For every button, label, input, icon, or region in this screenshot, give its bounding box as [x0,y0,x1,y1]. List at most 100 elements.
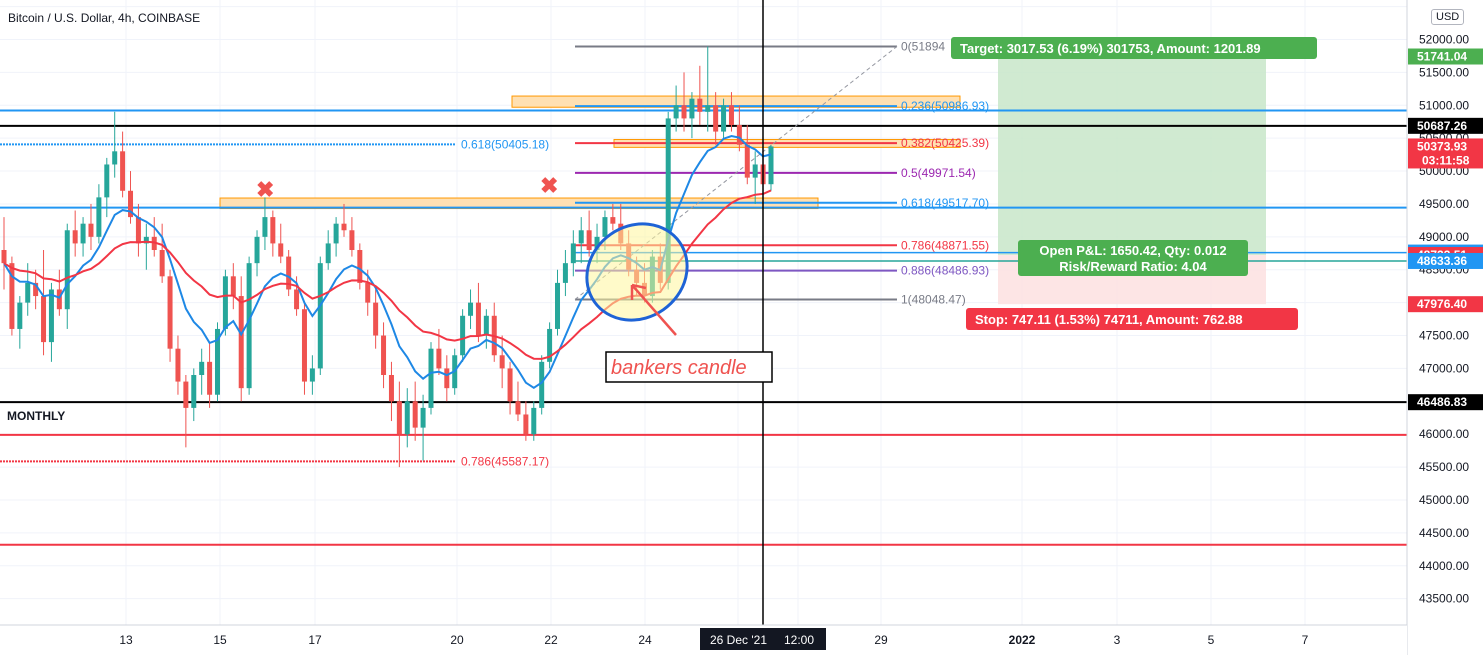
candle-body [578,230,584,244]
candle-body [373,302,379,336]
candle-body [341,223,347,231]
candle-body [689,98,695,119]
candle-body [17,302,23,329]
candle-body [570,243,576,264]
candle-body [721,105,727,132]
price-tick-label: 47500.00 [1419,329,1469,343]
bankers-candle-label: bankers candle [611,357,747,379]
candle-body [1,250,7,264]
candle-body [673,105,679,119]
candle-body [72,230,78,244]
price-tag-value: 50687.26 [1417,119,1467,133]
candle-body [412,401,418,428]
candle-body [56,289,62,310]
candle-body [191,375,197,408]
price-tag-value: 46486.83 [1417,395,1467,409]
highlight-ellipse [585,222,689,322]
candle-body [25,282,31,303]
candle-body [381,335,387,375]
price-tick-label: 49500.00 [1419,197,1469,211]
time-tick-label: 17 [308,633,322,647]
candle-body [48,289,54,343]
candle-body [475,302,481,336]
fib-label: 0.5(49971.54) [901,166,976,180]
candle-body [555,282,561,329]
candle-body [317,263,323,369]
time-axis[interactable]: 13 15 17 20 22 24 26 Dec '21 12:00 29 2022 3 5 7 [0,624,1407,655]
price-tag [1408,296,1483,313]
price-tag-countdown: 03:11:58 [1422,153,1470,167]
price-axis-bg [1407,0,1483,655]
candle-body [744,144,750,178]
price-tick-label: 44000.00 [1419,559,1469,573]
candle-body [143,236,149,244]
fib-label: 0.236(50986.93) [901,99,989,113]
candle-body [207,361,213,395]
fib-label: 0.382(50425.39) [901,136,989,150]
candle-body [88,223,94,237]
candle-body [483,315,489,336]
time-tick-label: 26 Dec '21 [710,633,767,647]
candle-body [436,348,442,369]
candle-body [96,197,102,237]
candle-body [752,164,758,178]
candle-body [768,146,774,185]
candle-body [736,125,742,145]
annotations: ✖ ✖ 0.618(50405.18) 0.786(45587.17) bankers … [256,0,1317,625]
candle-body [610,217,616,224]
candle-body [404,401,410,435]
candle-body [523,414,529,435]
candle-body [396,401,402,435]
candle-body [547,328,553,362]
candle-body [301,309,307,382]
candle-body [681,105,687,119]
candles [1,46,774,468]
candle-body [357,250,363,283]
candle-body [104,164,110,198]
currency-button[interactable]: USD [1431,9,1465,25]
candle-body [594,236,600,250]
price-tag [1408,252,1483,269]
side-fib-label: 0.786(45587.17) [461,454,549,468]
candle-body [444,368,450,389]
candle-body [499,355,505,369]
candle-body [562,263,568,283]
target-zone [998,56,1266,256]
price-tick-label: 43500.00 [1419,592,1469,606]
candle-body [159,250,165,277]
candle-body [199,361,205,375]
fib-retracement[interactable]: 0(51894 0.236(50986.93) 0.382(50425.39) 0.5… [574,39,1407,306]
candle-body [254,236,260,264]
candle-body [602,217,608,237]
candle-body [515,401,521,415]
price-tag [1408,117,1483,134]
price-tag [1408,48,1483,65]
bankers-candle-box [605,351,773,383]
candle-body [135,217,141,244]
price-tag [1408,138,1483,169]
candle-body [128,190,134,218]
time-tick-label: 22 [544,633,558,647]
time-tick-label: 13 [119,633,133,647]
time-tick-label: 2022 [1009,633,1036,647]
candle-body [325,243,331,264]
price-tick-label: 52000.00 [1419,32,1469,46]
price-tick-label: 45500.00 [1419,460,1469,474]
candle-body [507,368,513,402]
candle-body [9,263,15,329]
candle-body [238,296,244,389]
time-tick-label: 3 [1114,633,1121,647]
fib-label: 0.786(48871.55) [901,238,989,252]
time-tick-label: 15 [213,633,227,647]
candle-body [586,230,592,250]
price-tag [1408,394,1483,411]
candle-body [286,256,292,290]
candle-body [33,282,39,297]
price-axis[interactable]: 43500.00 44000.00 44500.00 45000.00 45500.00… [1406,0,1483,655]
crosshair-time-tag [700,628,826,650]
time-tick-label: 7 [1302,633,1309,647]
candle-body [183,381,189,408]
candle-body [333,223,339,244]
candle-body [468,302,474,316]
